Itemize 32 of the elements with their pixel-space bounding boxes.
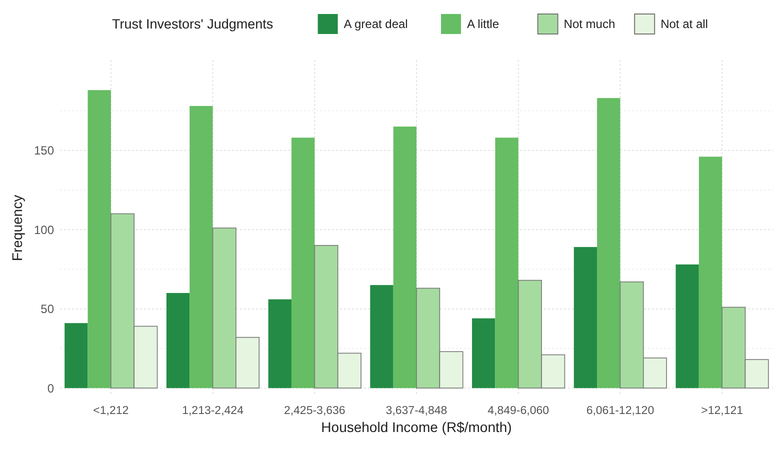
bar <box>698 156 722 388</box>
legend-label: Not at all <box>660 17 708 32</box>
bar <box>268 299 292 388</box>
bar <box>472 318 496 388</box>
x-tick-label: <1,212 <box>93 405 129 417</box>
bar <box>495 138 518 388</box>
bar <box>676 264 699 388</box>
y-tick-label: 150 <box>34 144 54 158</box>
bar <box>88 90 111 388</box>
bar <box>597 98 620 388</box>
y-tick-label: 50 <box>40 302 54 316</box>
bar <box>190 106 213 388</box>
x-tick-label: 3,637-4,848 <box>386 405 448 417</box>
bar <box>370 285 394 388</box>
x-tick-label: 4,849-6,060 <box>488 405 550 417</box>
bar <box>574 247 598 388</box>
x-tick-label: 2,425-3,636 <box>284 405 346 417</box>
legend-label: Not much <box>564 17 616 32</box>
bar <box>291 138 315 388</box>
x-tick-label: >12,121 <box>701 405 744 417</box>
bar <box>64 323 88 388</box>
bar <box>393 126 416 388</box>
legend-label: A great deal <box>344 17 408 32</box>
x-axis-title: Household Income (R$/month) <box>321 419 512 435</box>
y-axis-title: Frequency <box>9 194 25 262</box>
x-tick-label: 6,061-12,120 <box>586 405 654 417</box>
bar <box>166 292 190 388</box>
y-tick-label: 100 <box>34 222 54 237</box>
legend-label: A little <box>467 17 500 32</box>
y-tick-label: 0 <box>47 381 54 396</box>
legend-title: Trust Investors' Judgments <box>112 16 274 32</box>
x-tick-label: 1,213-2,424 <box>182 405 244 417</box>
